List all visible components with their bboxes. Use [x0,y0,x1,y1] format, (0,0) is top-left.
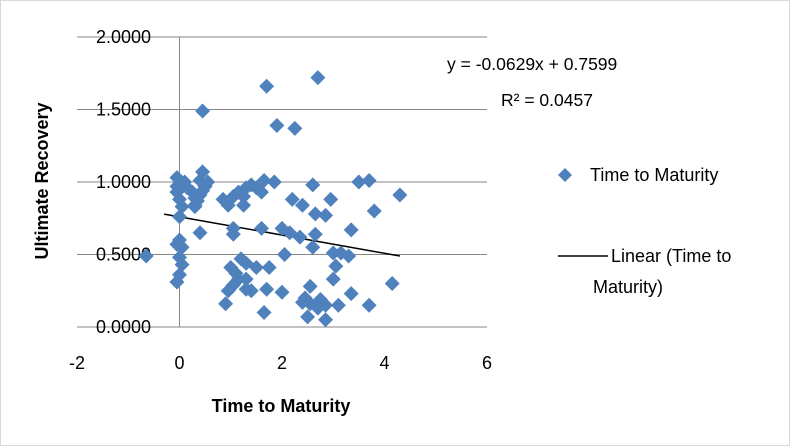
data-point [259,78,275,94]
data-point [292,229,308,245]
y-tick-label: 1.0000 [96,172,151,192]
axis-ticks: 0.0000 0.5000 1.0000 1.5000 2.0000 -2 0 2 4 6 [69,27,492,373]
data-point [361,297,377,313]
data-point [261,260,277,276]
data-point [195,164,211,180]
y-tick-label: 0.0000 [96,317,151,337]
legend-label-trendline: Linear (Time to Maturity) [593,246,736,297]
data-point [328,258,344,274]
data-point [300,309,316,325]
y-tick-label: 1.5000 [96,100,151,120]
data-point [366,203,382,219]
data-point [325,271,341,287]
data-point [192,225,208,241]
data-point [330,297,346,313]
data-point [248,260,264,276]
data-point [238,271,254,287]
data-point [302,278,318,294]
y-tick-label: 2.0000 [96,27,151,47]
trendline-r-squared: R² = 0.0457 [501,90,593,110]
data-point [218,296,234,312]
data-point [284,191,300,207]
x-tick-label: 4 [379,353,389,373]
data-point [174,199,190,215]
data-point [187,199,203,215]
data-point [174,257,190,273]
data-point [277,247,293,262]
data-point [325,245,341,261]
data-point [307,226,323,242]
data-point [243,283,259,299]
data-point [236,197,252,213]
data-point [256,173,272,189]
legend-label-series: Time to Maturity [590,165,718,185]
data-point [254,184,269,200]
data-point [225,226,241,242]
x-tick-label: -2 [69,353,85,373]
data-point [310,70,326,86]
data-point [269,117,285,133]
data-points [138,70,408,328]
x-tick-label: 2 [277,353,287,373]
data-point [310,300,326,316]
data-point [341,248,357,264]
data-point [351,174,367,190]
x-tick-label: 0 [174,353,184,373]
data-point [295,294,310,310]
data-point [259,281,275,297]
data-point [343,286,359,302]
data-point [195,103,211,119]
x-tick-label: 6 [482,353,492,373]
data-point [343,222,359,238]
data-point [318,312,334,328]
data-point [307,206,323,222]
data-point [318,207,334,223]
y-axis-title: Ultimate Recovery [32,102,52,259]
data-point [384,276,400,291]
trendline-equation: y = -0.0629x + 0.7599 [447,54,617,74]
data-point [254,220,269,236]
data-point [295,197,310,213]
data-point [287,120,303,136]
data-point [169,274,185,290]
data-point [323,191,339,207]
data-point [266,174,282,190]
data-point [305,239,321,255]
data-point [274,284,290,300]
y-tick-label: 0.5000 [96,245,151,265]
data-point [172,209,187,225]
legend: Time to Maturity Linear (Time to Maturit… [558,165,736,297]
data-point [361,173,377,189]
x-axis-title: Time to Maturity [212,396,351,416]
data-point [305,177,321,193]
data-point [256,305,272,320]
data-point [138,248,154,264]
data-point [169,236,185,252]
data-point [220,283,236,299]
legend-diamond-marker [558,168,572,182]
data-point [392,187,408,203]
